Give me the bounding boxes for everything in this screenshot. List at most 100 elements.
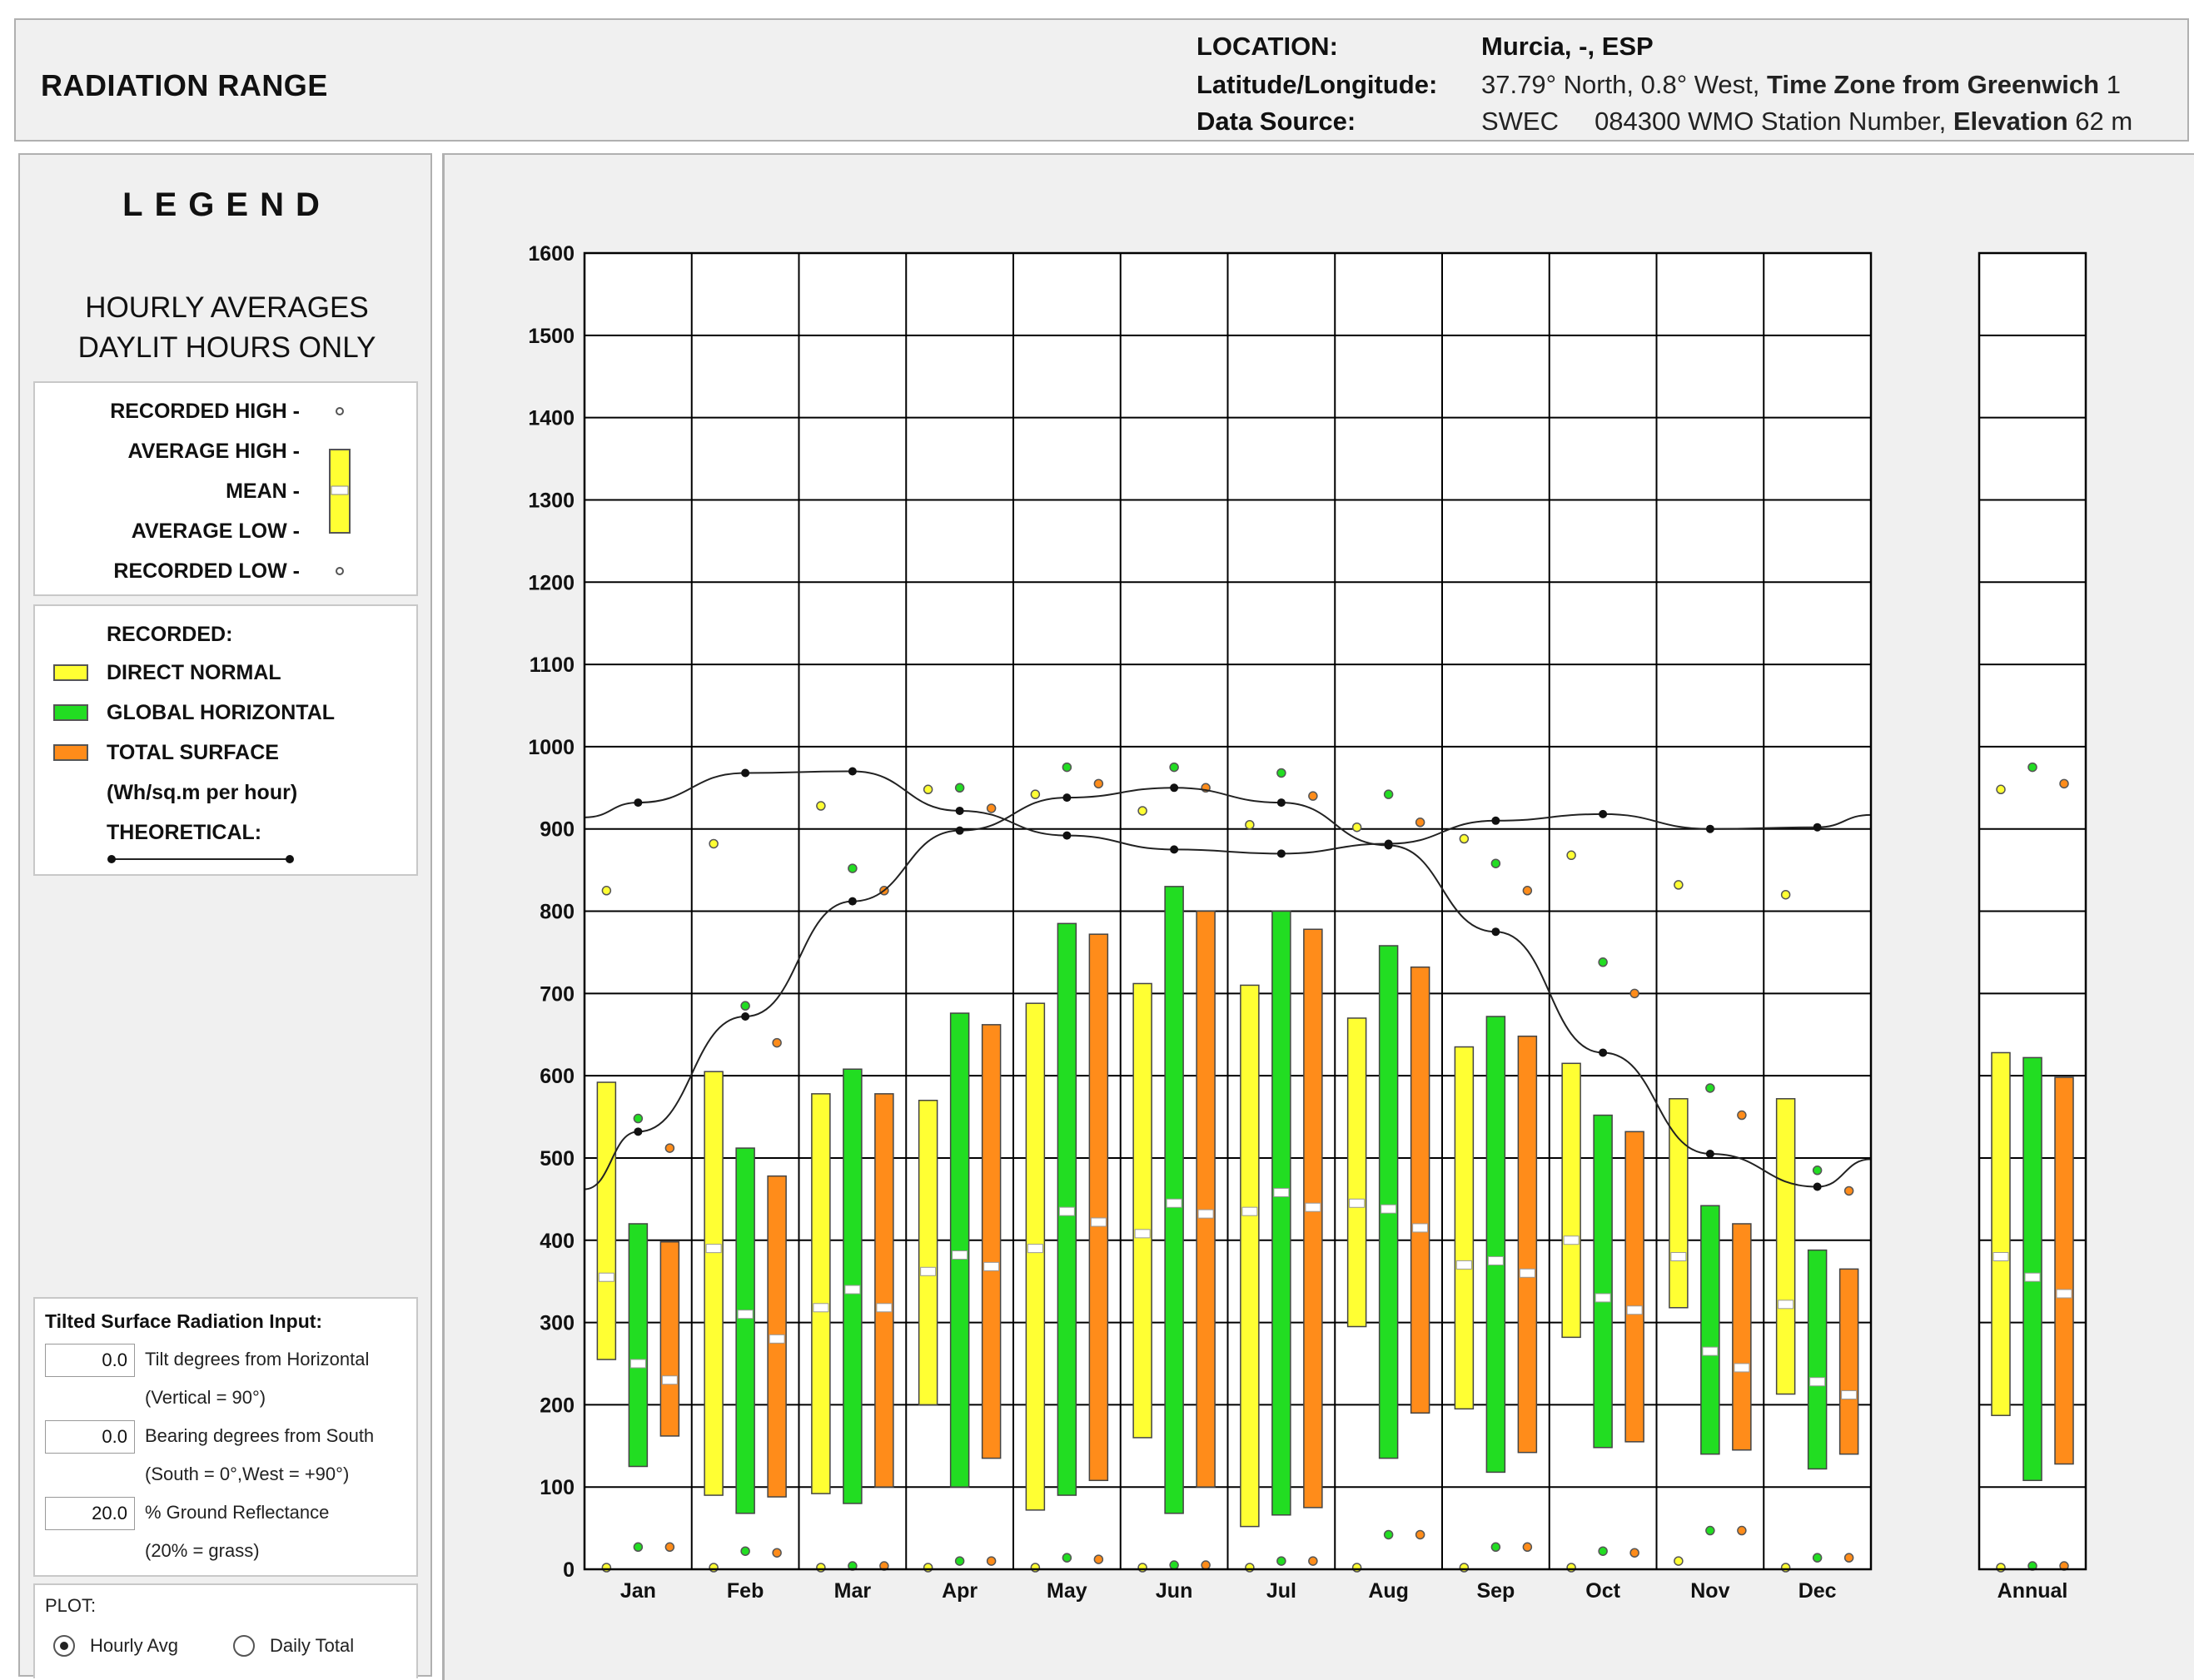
direct-recorded-low-dot bbox=[1245, 1563, 1255, 1573]
y-tick-label: 1300 bbox=[528, 489, 575, 512]
x-tick-label: Apr bbox=[942, 1579, 978, 1603]
daily-total-label[interactable]: Daily Total bbox=[270, 1635, 355, 1656]
total-recorded-high-dot bbox=[1737, 1110, 1747, 1121]
total-recorded-high-dot bbox=[1093, 778, 1104, 789]
total-surface-swatch bbox=[53, 744, 88, 761]
source-label: Data Source: bbox=[1197, 107, 1356, 136]
global-recorded-low-dot bbox=[1705, 1525, 1715, 1536]
global-annual-range-bar bbox=[2022, 1056, 2042, 1482]
global-range-bar bbox=[1378, 945, 1399, 1459]
total-mean-marker bbox=[1626, 1305, 1643, 1315]
mean-marker bbox=[331, 485, 349, 495]
global-mean-marker bbox=[737, 1310, 754, 1320]
direct-recorded-high-dot bbox=[1137, 806, 1147, 816]
global-recorded-low-dot bbox=[1383, 1529, 1394, 1540]
total-recorded-high-dot bbox=[1843, 1185, 1854, 1196]
total-mean-marker bbox=[1841, 1390, 1858, 1400]
plot-selector: PLOT: Hourly Avg Daily Total bbox=[33, 1583, 418, 1678]
total-range-bar bbox=[1410, 966, 1430, 1414]
tilt-degrees-input[interactable]: 0.0 bbox=[45, 1344, 135, 1377]
x-tick-label: Jun bbox=[1156, 1579, 1192, 1603]
total-recorded-low-dot bbox=[1522, 1542, 1533, 1553]
global-recorded-high-dot bbox=[1169, 762, 1179, 773]
total-recorded-high-dot bbox=[1629, 988, 1639, 999]
direct-range-bar bbox=[596, 1081, 617, 1360]
direct-range-bar bbox=[1025, 1002, 1046, 1511]
direct-mean-marker bbox=[705, 1244, 722, 1254]
legend-title: LEGEND bbox=[122, 186, 331, 223]
tilt-degrees-label: Tilt degrees from Horizontal bbox=[145, 1349, 370, 1369]
total-mean-marker bbox=[1090, 1217, 1107, 1227]
hourly-avg-radio[interactable] bbox=[53, 1635, 75, 1657]
direct-recorded-high-dot bbox=[1674, 880, 1684, 890]
global-range-bar bbox=[1700, 1205, 1720, 1455]
bearing-degrees-input[interactable]: 0.0 bbox=[45, 1420, 135, 1454]
total-range-bar bbox=[1196, 910, 1216, 1488]
global-mean-marker bbox=[1058, 1206, 1075, 1216]
direct-normal-swatch bbox=[53, 664, 88, 681]
ground-reflectance-input[interactable]: 20.0 bbox=[45, 1497, 135, 1530]
y-tick-label: 1600 bbox=[528, 242, 575, 266]
tilt-degrees-note: (Vertical = 90°) bbox=[145, 1387, 266, 1408]
total-recorded-low-dot bbox=[1629, 1548, 1639, 1558]
total-recorded-low-dot bbox=[1308, 1556, 1318, 1566]
global-recorded-high-dot bbox=[1383, 789, 1394, 799]
total-surface-label: TOTAL SURFACE bbox=[107, 741, 279, 764]
global-annual-mean-marker bbox=[2024, 1272, 2041, 1282]
theoretical-point bbox=[1599, 1048, 1608, 1057]
x-tick-label: Mar bbox=[834, 1579, 872, 1603]
y-tick-label: 200 bbox=[540, 1394, 575, 1417]
x-tick-label: Oct bbox=[1585, 1579, 1620, 1603]
y-tick-label: 500 bbox=[540, 1147, 575, 1171]
global-recorded-high-dot bbox=[633, 1113, 644, 1124]
elevation-value: 62 m bbox=[2075, 107, 2133, 136]
total-recorded-high-dot bbox=[772, 1037, 782, 1048]
theoretical-point bbox=[1705, 824, 1714, 833]
bearing-degrees-label: Bearing degrees from South bbox=[145, 1425, 375, 1446]
theoretical-point bbox=[1062, 831, 1072, 840]
theoretical-point bbox=[634, 1127, 643, 1136]
legend-subtitle-1: HOURLY AVERAGES bbox=[85, 291, 369, 324]
hourly-avg-label[interactable]: Hourly Avg bbox=[90, 1635, 178, 1656]
y-tick-label: 700 bbox=[540, 982, 575, 1006]
daily-total-radio[interactable] bbox=[233, 1635, 255, 1657]
theoretical-point bbox=[1813, 1182, 1822, 1191]
theoretical-line bbox=[584, 770, 1872, 855]
x-tick-label: Jan bbox=[620, 1579, 656, 1603]
theoretical-point bbox=[634, 798, 643, 808]
direct-range-bar bbox=[918, 1100, 938, 1406]
bearing-degrees-note: (South = 0°,West = +90°) bbox=[145, 1464, 350, 1484]
global-recorded-low-dot bbox=[1490, 1542, 1501, 1553]
theoretical-line-glyph bbox=[107, 855, 294, 863]
direct-mean-marker bbox=[1778, 1300, 1794, 1310]
direct-mean-marker bbox=[1241, 1206, 1258, 1216]
direct-annual-recorded-high-dot bbox=[1996, 784, 2006, 795]
direct-range-bar bbox=[704, 1071, 724, 1496]
x-tick-label: Feb bbox=[727, 1579, 764, 1603]
direct-mean-marker bbox=[598, 1272, 614, 1282]
total-mean-marker bbox=[1412, 1223, 1429, 1233]
total-mean-marker bbox=[1734, 1363, 1750, 1373]
direct-recorded-high-dot bbox=[923, 784, 933, 795]
global-recorded-low-dot bbox=[1812, 1553, 1823, 1563]
total-mean-marker bbox=[1197, 1209, 1214, 1219]
total-mean-marker bbox=[983, 1261, 1000, 1271]
plot-frame bbox=[583, 251, 1873, 1571]
total-recorded-low-dot bbox=[772, 1548, 782, 1558]
annual-tick-label: Annual bbox=[1997, 1579, 2068, 1603]
global-recorded-high-dot bbox=[954, 783, 965, 793]
theoretical-point bbox=[1170, 783, 1179, 793]
x-tick-label: May bbox=[1047, 1579, 1087, 1603]
direct-range-bar bbox=[1240, 984, 1260, 1528]
theoretical-point bbox=[1062, 793, 1072, 803]
global-mean-marker bbox=[1381, 1204, 1397, 1214]
location-value: Murcia, -, ESP bbox=[1481, 32, 1654, 61]
timezone-value: 1 bbox=[2106, 70, 2121, 99]
theoretical-point bbox=[955, 806, 964, 815]
global-range-bar bbox=[1807, 1249, 1828, 1470]
global-recorded-high-dot bbox=[1490, 858, 1501, 868]
tilt-input-panel: Tilted Surface Radiation Input: 0.0 Tilt… bbox=[33, 1297, 418, 1577]
theoretical-point bbox=[848, 897, 857, 906]
y-tick-label: 800 bbox=[540, 901, 575, 924]
total-recorded-low-dot bbox=[664, 1542, 675, 1553]
